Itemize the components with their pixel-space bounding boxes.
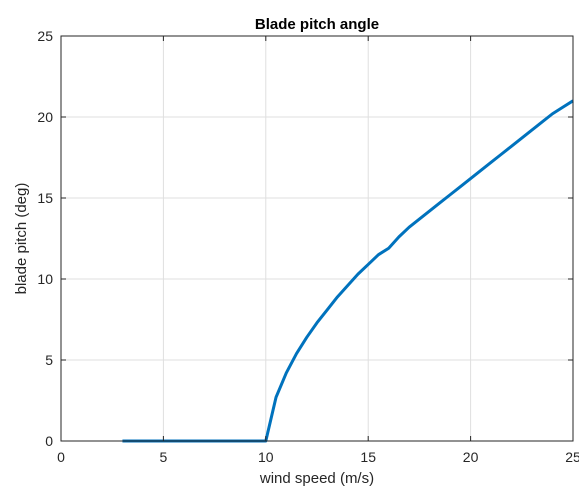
y-tick-label: 20 [37, 109, 53, 125]
y-tick-label: 25 [37, 28, 53, 44]
y-tick-label: 5 [45, 352, 53, 368]
grid [61, 36, 573, 441]
axes-box [60, 35, 574, 442]
plot-area [61, 36, 573, 441]
x-axis-label: wind speed (m/s) [259, 470, 374, 487]
x-axis-ticks: 0 5 10 15 20 25 [57, 36, 579, 465]
x-tick-label: 20 [463, 449, 479, 465]
x-tick-label: 0 [57, 449, 65, 465]
x-tick-label: 10 [258, 449, 274, 465]
x-tick-label: 25 [565, 449, 579, 465]
y-axis-ticks: 0 5 10 15 20 25 [37, 28, 573, 449]
y-tick-label: 10 [37, 271, 53, 287]
chart-title: Blade pitch angle [255, 16, 379, 33]
x-tick-label: 5 [160, 449, 168, 465]
x-tick-label: 15 [360, 449, 376, 465]
y-tick-label: 0 [45, 433, 53, 449]
y-axis-label: blade pitch (deg) [13, 183, 30, 295]
y-tick-label: 15 [37, 190, 53, 206]
